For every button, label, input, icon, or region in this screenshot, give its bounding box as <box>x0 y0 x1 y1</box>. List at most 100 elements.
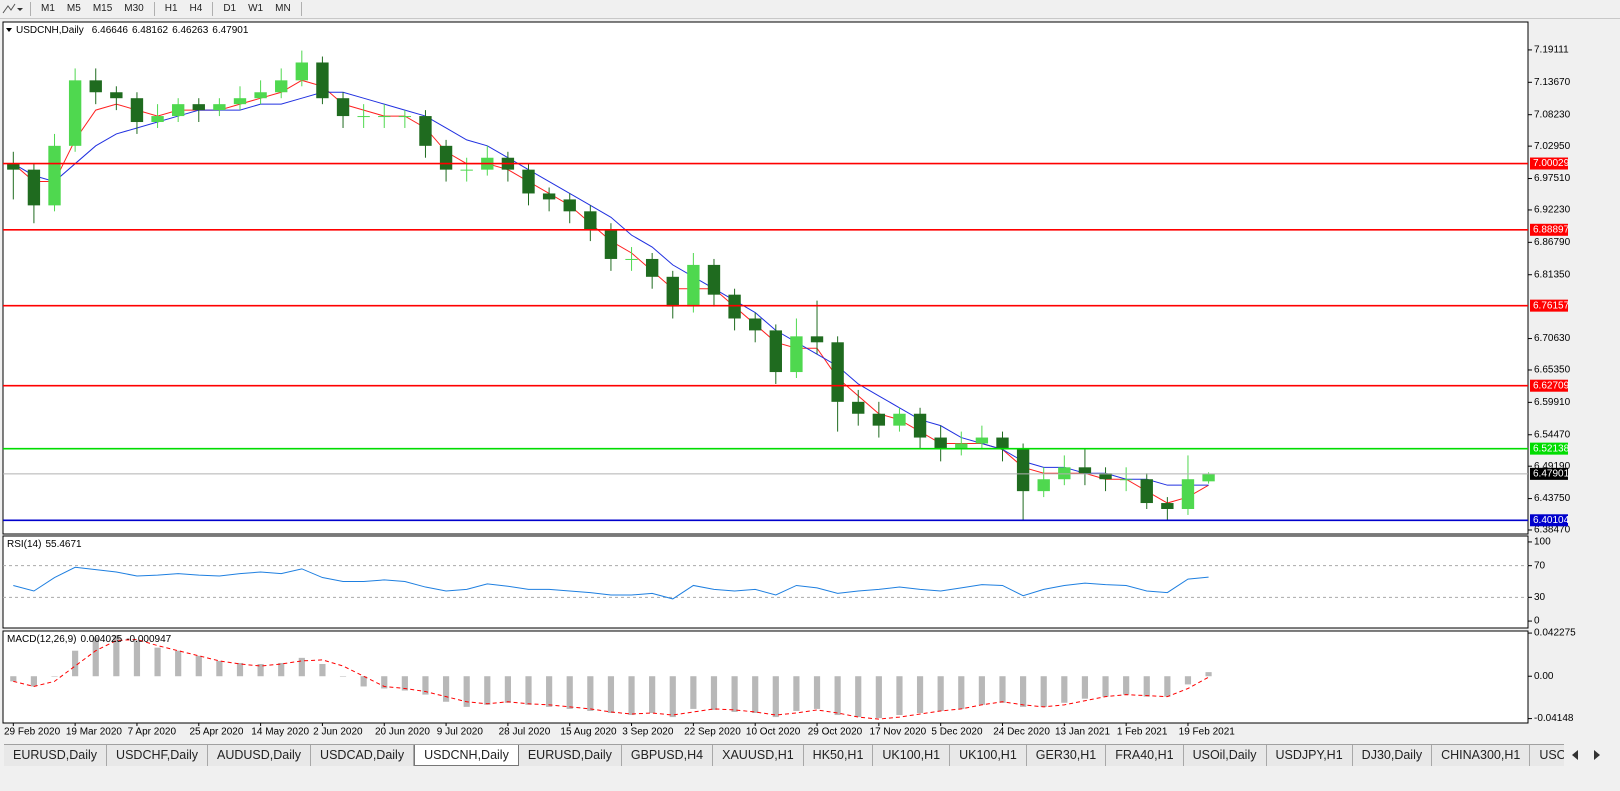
chart-tab[interactable]: AUDUSD,Daily <box>208 745 312 766</box>
scroll-right[interactable] <box>1594 750 1600 760</box>
indicator-value: 6.47901 <box>212 25 249 36</box>
chart-tab[interactable]: USDCHF,Daily <box>107 745 208 766</box>
timeframe-button[interactable]: D1 <box>223 3 237 14</box>
macd-bar <box>92 637 99 677</box>
chart-tab[interactable]: UK100,H1 <box>873 745 951 766</box>
macd-bar <box>916 676 924 713</box>
chart-tab[interactable]: FRA40,H1 <box>1106 745 1184 766</box>
macd-bar <box>133 640 141 677</box>
moving-average <box>13 91 1209 486</box>
timeframe-button[interactable]: M30 <box>124 3 144 14</box>
macd-bar <box>937 676 944 711</box>
level-label: 6.40104 <box>1533 515 1570 526</box>
candle-body <box>790 336 803 373</box>
symbol-menu-arrow[interactable] <box>6 28 12 32</box>
macd-bar <box>649 676 656 713</box>
chart-tab[interactable]: XAUUSD,H1 <box>713 745 804 766</box>
main-panel <box>2 21 1529 535</box>
macd-bar <box>30 676 38 687</box>
timeframe-toolbar: M1 M5 M15 M30 H1 H4 D1 W1 MN <box>0 0 1620 19</box>
timeframe-button[interactable]: MN <box>275 3 291 14</box>
macd-bar <box>752 676 759 713</box>
x-tick-label: 20 Jun 2020 <box>375 727 430 738</box>
indicator-value: 55.4671 <box>45 539 82 550</box>
chart-tab[interactable]: GER30,H1 <box>1026 745 1107 766</box>
x-tick-label: 3 Sep 2020 <box>622 727 674 738</box>
macd-bar <box>10 676 17 682</box>
chart-tab[interactable]: CHINA300,H1 <box>1432 745 1531 766</box>
macd-bar <box>566 676 573 709</box>
level-tag <box>1530 442 1568 455</box>
candle-body <box>48 145 61 206</box>
panel-header: USDCNH,Daily 6.46646 6.48162 6.46263 6.47901 <box>16 25 249 36</box>
candle-body <box>357 116 370 118</box>
candle-body <box>1016 449 1030 492</box>
candle-body <box>419 116 432 146</box>
macd-bar <box>360 676 367 687</box>
indicator-value: 0.004025 <box>80 634 122 645</box>
y-tick-label: 6.65350 <box>1534 365 1571 376</box>
tab-scroll <box>1572 750 1600 760</box>
candle-body <box>254 92 267 99</box>
timeframe-button[interactable]: H4 <box>189 3 203 14</box>
candle-body <box>130 98 144 123</box>
candle-body <box>378 116 391 118</box>
chart-tab[interactable]: EURUSD,Daily <box>4 745 108 766</box>
timeframe-button[interactable]: W1 <box>248 3 264 14</box>
chart-tab[interactable]: GBPUSD,H4 <box>621 745 714 766</box>
candle-body <box>398 116 412 118</box>
macd-bar <box>690 676 697 709</box>
level-tag <box>1530 379 1568 392</box>
candle-body <box>996 437 1009 450</box>
chart-tab[interactable]: USDCNH,Daily <box>414 745 519 766</box>
macd-bar <box>381 676 388 689</box>
macd-bar <box>793 676 800 711</box>
indicator-value: 6.46646 <box>92 25 129 36</box>
chart-tab[interactable]: USOil, <box>1530 745 1564 766</box>
macd-bar <box>1164 676 1171 697</box>
chart-tab[interactable]: EURUSD,Daily <box>518 745 622 766</box>
chart-tab[interactable]: USOil,Daily <box>1183 745 1267 766</box>
x-tick-label: 25 Apr 2020 <box>189 727 243 738</box>
macd-bar <box>772 676 779 718</box>
separator <box>30 2 31 16</box>
candle-body <box>1161 503 1174 509</box>
candle-body <box>831 342 844 402</box>
timeframe-button[interactable]: M15 <box>92 3 113 14</box>
timeframe-button[interactable]: H1 <box>164 3 178 14</box>
chart-tab[interactable]: UK100,H1 <box>950 745 1027 766</box>
x-tick-label: 5 Dec 2020 <box>931 727 983 738</box>
candle-body <box>645 258 659 277</box>
macd-bar <box>195 655 202 677</box>
candle-body <box>89 80 102 93</box>
x-tick-label: 7 Apr 2020 <box>128 727 177 738</box>
candle-body <box>1099 473 1112 480</box>
chart-tab[interactable]: USDJPY,H1 <box>1266 745 1353 766</box>
macd-bar <box>1205 672 1212 677</box>
timeframe-button[interactable]: M5 <box>66 3 81 14</box>
candle-body <box>1119 479 1133 481</box>
x-tick-label: 14 May 2020 <box>251 727 309 738</box>
level-tag <box>1530 299 1568 312</box>
toolbar-icon[interactable] <box>0 1 26 17</box>
panel-header: RSI(14) 55.4671 <box>7 539 82 550</box>
chart-tab[interactable]: HK50,H1 <box>803 745 874 766</box>
macd-bar <box>278 662 285 677</box>
candle-body <box>563 199 576 212</box>
macd-bar <box>216 660 223 677</box>
scroll-left[interactable] <box>1572 750 1578 760</box>
y-tick-label: 6.97510 <box>1534 173 1571 184</box>
timeframe-button[interactable]: M1 <box>41 3 55 14</box>
candle-body <box>233 98 247 105</box>
chart-tab[interactable]: DJ30,Daily <box>1352 745 1433 766</box>
y-tick-label: 0.00 <box>1534 671 1554 682</box>
chart-tab[interactable]: USDCAD,Daily <box>311 745 415 766</box>
x-tick-label: 29 Feb 2020 <box>4 727 61 738</box>
y-tick-label: 100 <box>1534 537 1551 548</box>
macd-bar <box>978 676 985 705</box>
macd-bar <box>855 676 862 718</box>
indicator-value: 6.48162 <box>132 25 169 36</box>
candle-body <box>1078 467 1092 474</box>
y-tick-label: 0.042275 <box>1534 628 1576 639</box>
